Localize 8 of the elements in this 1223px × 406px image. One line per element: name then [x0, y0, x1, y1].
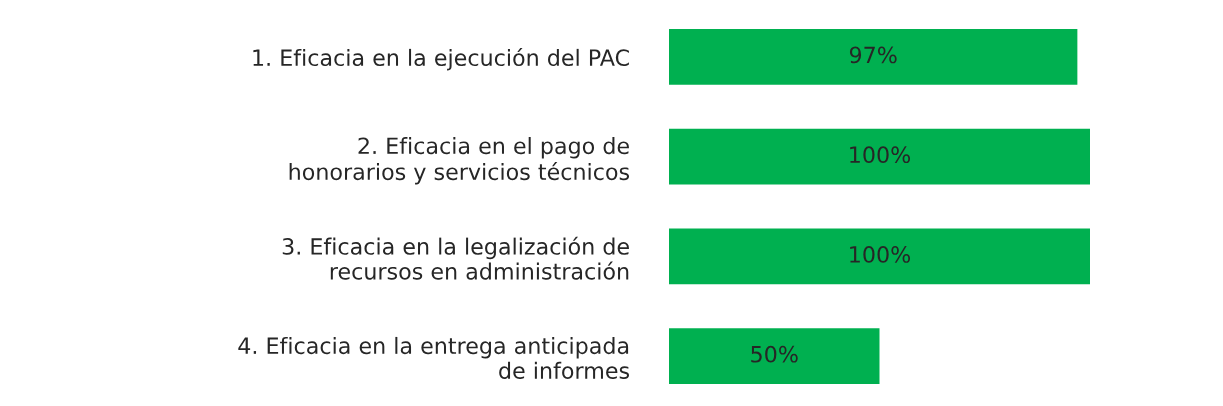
data-label: 100%	[850, 246, 911, 263]
data-label: 97%	[849, 46, 897, 64]
y-tick-label: 3. Eficacia en la legalización de recursos en administración	[282, 236, 629, 280]
y-tick-label: 4. Eficacia en la entrega anticipada de informes	[238, 336, 630, 380]
data-label: 50%	[751, 345, 798, 363]
y-tick-label: 1. Eficacia en la ejecución del PAC	[253, 47, 629, 71]
y-tick-label: 2. Eficacia en el pago de honorarios y servicios técnicos	[289, 136, 630, 185]
data-label: 100%	[850, 146, 911, 164]
